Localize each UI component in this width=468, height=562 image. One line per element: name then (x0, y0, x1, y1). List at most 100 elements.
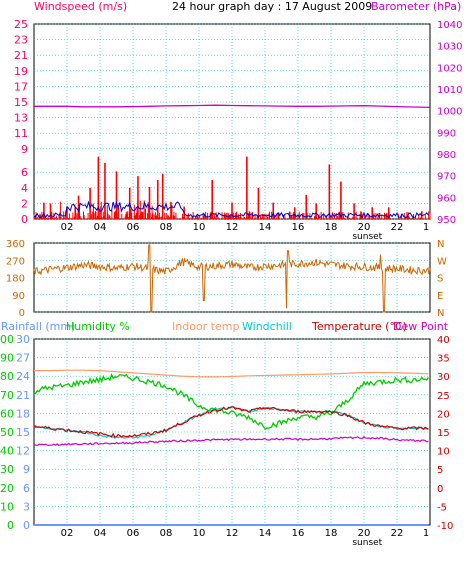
hour-tick-label: 22 (391, 222, 404, 233)
compass-label: S (437, 274, 443, 285)
rainfall-tick-label: 3 (23, 500, 30, 513)
wind-barometer-panel: 0246911131517192123259509609709809901000… (14, 18, 462, 242)
compass-label: N (437, 239, 444, 250)
windspeed-tick-label: 17 (14, 80, 28, 93)
direction-tick-label: 360 (6, 239, 25, 250)
temperature-legend-label: Temperature (°C) (311, 320, 407, 333)
temperature-tick-label: 0 (437, 484, 443, 495)
humidity-tick-label: 100 (0, 333, 14, 346)
hour-tick-label: 14 (259, 528, 272, 539)
hour-tick-label: 04 (94, 222, 107, 233)
temperature-tick-label: -10 (437, 521, 453, 532)
graph-title: 24 hour graph day : 17 August 2009 (172, 0, 372, 13)
temperature-tick-label: 5 (437, 465, 443, 476)
barometer-tick-label: 1000 (437, 107, 462, 118)
windspeed-tick-label: 21 (14, 49, 28, 62)
windspeed-tick-label: 13 (14, 112, 28, 125)
hour-tick-label: 18 (325, 222, 338, 233)
compass-label: E (437, 291, 443, 302)
barometer-axis-title: Barometer (hPa) (371, 0, 461, 13)
compass-label: W (437, 256, 447, 267)
hour-tick-label: 16 (292, 528, 305, 539)
hour-tick-label: 12 (226, 222, 239, 233)
hour-tick-label: 10 (193, 222, 206, 233)
humidity-tick-label: 80 (0, 370, 14, 383)
direction-tick-label: 0 (19, 308, 25, 319)
temperature-tick-label: 40 (437, 335, 450, 346)
hour-tick-label: 06 (127, 222, 140, 233)
direction-tick-label: 180 (6, 274, 25, 285)
rainfall-tick-label: 30 (16, 333, 30, 346)
compass-label: N (437, 308, 444, 319)
windchill-legend-label: Windchill (242, 320, 292, 333)
rainfall-legend-label: Rainfall (mm) (1, 320, 75, 333)
temperature-humidity-panel: 4035302520151050-5-101009080706050403020… (0, 333, 453, 548)
wind-direction-panel: 360 N 270 W 180 S 90 E 0 N (6, 239, 447, 319)
hour-tick-label-end: 1 (423, 528, 429, 539)
temperature-line (33, 406, 429, 438)
hour-tick-label: 12 (226, 528, 239, 539)
humidity-tick-label: 60 (0, 407, 14, 420)
hour-tick-label: 08 (160, 528, 173, 539)
windspeed-tick-label: 15 (14, 96, 28, 109)
humidity-legend-label: Humidity % (66, 320, 130, 333)
wind-average-line (34, 200, 429, 219)
temperature-tick-label: 25 (437, 391, 450, 402)
humidity-tick-label: 0 (7, 519, 14, 532)
barometer-tick-label: 990 (437, 128, 456, 139)
hour-tick-label: 22 (391, 528, 404, 539)
hour-tick-label: 04 (94, 528, 107, 539)
windspeed-tick-label: 19 (14, 65, 28, 78)
windspeed-tick-label: 25 (14, 18, 28, 31)
rainfall-tick-label: 21 (16, 389, 30, 402)
windspeed-tick-label: 4 (21, 182, 28, 195)
windspeed-tick-label: 2 (21, 197, 28, 210)
barometer-tick-label: 970 (437, 172, 456, 183)
indoor-temp-line (34, 369, 429, 378)
hour-tick-label: 16 (292, 222, 305, 233)
windspeed-tick-label: 9 (21, 143, 28, 156)
rainfall-tick-label: 24 (16, 370, 30, 383)
windspeed-axis-title: Windspeed (m/s) (34, 0, 127, 13)
humidity-tick-label: 90 (0, 352, 14, 365)
rainfall-tick-label: 6 (23, 482, 30, 495)
humidity-line (33, 372, 429, 430)
rainfall-tick-label: 9 (23, 463, 30, 476)
temperature-tick-label: 15 (437, 428, 450, 439)
windspeed-tick-label: 0 (21, 213, 28, 226)
rainfall-tick-label: 0 (23, 519, 30, 532)
barometer-tick-label: 980 (437, 150, 456, 161)
barometer-tick-label: 960 (437, 193, 456, 204)
wind-direction-line (33, 244, 431, 313)
direction-tick-label: 270 (6, 256, 25, 267)
temperature-tick-label: 35 (437, 354, 450, 365)
barometer-line (34, 104, 431, 109)
hour-tick-label: 02 (61, 528, 74, 539)
dewpoint-line (33, 436, 429, 447)
barometer-tick-label: 1040 (437, 20, 462, 31)
windspeed-tick-label: 23 (14, 34, 28, 47)
barometer-tick-label: 1020 (437, 63, 462, 74)
temperature-tick-label: 30 (437, 372, 450, 383)
hour-tick-label: 10 (193, 528, 206, 539)
barometer-tick-label: 1030 (437, 42, 462, 53)
humidity-tick-label: 30 (0, 463, 14, 476)
temperature-tick-label: 10 (437, 447, 450, 458)
rainfall-tick-label: 15 (16, 426, 30, 439)
hour-tick-label: 02 (61, 222, 74, 233)
windspeed-tick-label: 11 (14, 127, 28, 140)
hour-tick-label: 14 (259, 222, 272, 233)
barometer-tick-label: 950 (437, 215, 456, 226)
humidity-tick-label: 50 (0, 426, 14, 439)
hour-tick-label: 08 (160, 222, 173, 233)
hour-tick-label: 06 (127, 528, 140, 539)
rainfall-tick-label: 27 (16, 352, 30, 365)
rainfall-tick-label: 12 (16, 445, 30, 458)
temperature-tick-label: -5 (437, 502, 447, 513)
sunset-label: sunset (352, 232, 382, 242)
direction-tick-label: 90 (12, 291, 25, 302)
indoor-temp-legend-label: Indoor temp (172, 320, 239, 333)
hour-tick-label: 20 (358, 222, 371, 233)
